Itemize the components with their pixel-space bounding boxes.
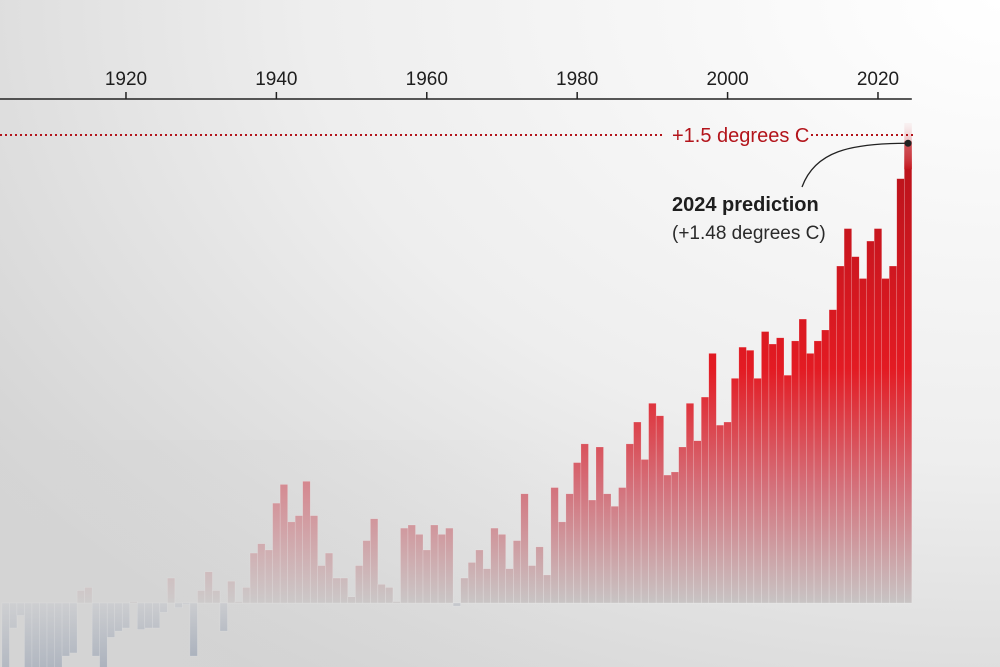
bar-1979 bbox=[565, 493, 574, 604]
bar-2013 bbox=[821, 329, 830, 604]
bar-1984 bbox=[603, 493, 612, 604]
bar-2000 bbox=[723, 421, 732, 604]
bar-1999 bbox=[716, 424, 725, 604]
bar-2015 bbox=[836, 265, 845, 604]
bar-2009 bbox=[791, 340, 800, 604]
x-tick-label: 1940 bbox=[255, 69, 297, 90]
x-tick-label: 1920 bbox=[105, 69, 147, 90]
bar-2001 bbox=[731, 378, 740, 604]
bar-1990 bbox=[648, 403, 657, 604]
bar-2023 bbox=[896, 178, 905, 604]
bar-1995 bbox=[685, 403, 694, 604]
x-tick-label: 2000 bbox=[706, 69, 748, 90]
bar-1983 bbox=[595, 446, 604, 604]
bar-2010 bbox=[798, 318, 807, 604]
bar-1994 bbox=[678, 446, 687, 604]
bar-2016 bbox=[843, 228, 852, 604]
bar-2022 bbox=[889, 265, 898, 604]
bar-1986 bbox=[618, 487, 627, 604]
left-fade-overlay bbox=[0, 440, 560, 667]
bar-2004 bbox=[753, 378, 762, 604]
x-tick-label: 1960 bbox=[406, 69, 448, 90]
bar-1987 bbox=[625, 443, 634, 604]
bar-2024 bbox=[904, 140, 913, 604]
x-tick-label: 2020 bbox=[857, 69, 899, 90]
bar-2008 bbox=[783, 374, 792, 604]
threshold-label: +1.5 degrees C bbox=[672, 125, 809, 147]
annotation-point bbox=[904, 139, 912, 147]
bar-1992 bbox=[663, 474, 672, 604]
bar-1989 bbox=[640, 459, 649, 604]
bar-2021 bbox=[881, 278, 890, 604]
annotation-leader-line bbox=[801, 142, 909, 188]
bar-2011 bbox=[806, 353, 815, 604]
annotation-title: 2024 prediction bbox=[672, 194, 819, 216]
bar-1993 bbox=[670, 471, 679, 604]
bar-1981 bbox=[580, 443, 589, 604]
x-tick-label: 1980 bbox=[556, 69, 598, 90]
bar-1998 bbox=[708, 353, 717, 604]
bar-1980 bbox=[573, 462, 582, 604]
bar-1991 bbox=[655, 415, 664, 604]
bar-1997 bbox=[701, 396, 710, 604]
bar-1988 bbox=[633, 421, 642, 604]
bar-2014 bbox=[828, 309, 837, 604]
bar-2012 bbox=[813, 340, 822, 604]
bar-2018 bbox=[858, 278, 867, 604]
bar-2007 bbox=[776, 337, 785, 604]
bar-2020 bbox=[873, 228, 882, 604]
bar-2002 bbox=[738, 346, 747, 604]
bar-2017 bbox=[851, 256, 860, 604]
annotation-subtitle: (+1.48 degrees C) bbox=[672, 223, 826, 244]
bar-1985 bbox=[610, 506, 619, 604]
bar-2006 bbox=[768, 343, 777, 604]
bar-2003 bbox=[746, 350, 755, 604]
bar-1996 bbox=[693, 440, 702, 604]
bar-2005 bbox=[761, 331, 770, 604]
bar-2019 bbox=[866, 240, 875, 604]
x-axis: 1920 1940 1960 1980 2000 2020 bbox=[0, 69, 912, 100]
bar-1982 bbox=[588, 499, 597, 604]
